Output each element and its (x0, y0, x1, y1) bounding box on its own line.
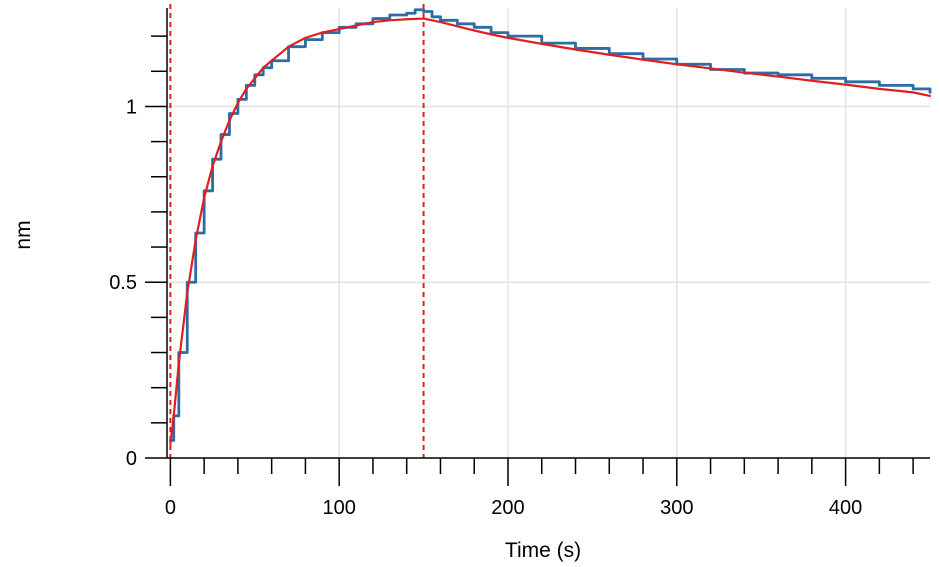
x-tick-label: 100 (322, 497, 355, 519)
y-tick-label: 0 (126, 448, 137, 470)
y-axis-title: nm (12, 220, 35, 249)
y-tick-label: 1 (126, 96, 137, 118)
x-tick-label: 0 (165, 497, 176, 519)
y-tick-label: 0.5 (109, 272, 137, 294)
fit-curve (169, 17, 932, 446)
x-axis-title: Time (s) (505, 539, 581, 562)
measured-curve (168, 8, 932, 442)
x-tick-label: 300 (660, 497, 693, 519)
ticks (145, 35, 914, 486)
x-tick-label: 400 (829, 497, 862, 519)
axes (166, 8, 930, 459)
x-tick-label: 200 (491, 497, 524, 519)
tick-labels: 0 100 200 300 400 0 0.5 1 (109, 96, 862, 519)
series-layer (168, 8, 932, 446)
phase-markers (169, 4, 425, 458)
grid-lines (167, 8, 930, 458)
